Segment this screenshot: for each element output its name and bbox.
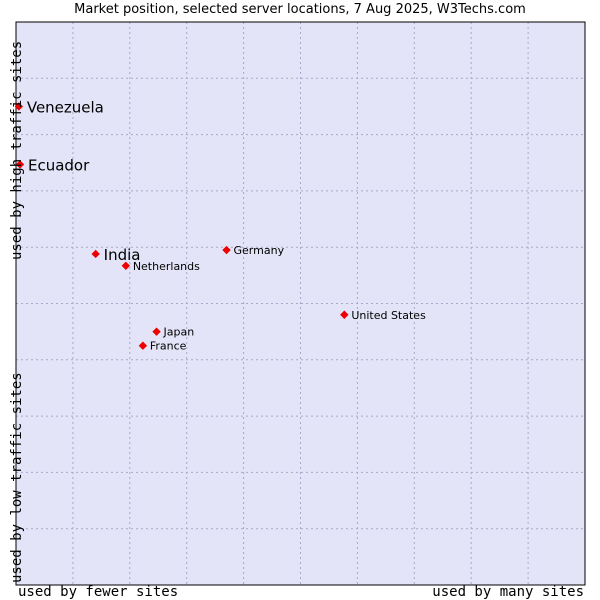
point-label: France — [150, 340, 187, 353]
y-axis-label-low: used by low traffic sites — [9, 372, 25, 583]
point-netherlands: Netherlands — [121, 260, 200, 273]
point-marker — [121, 261, 131, 270]
point-marker — [91, 249, 100, 259]
point-label: Germany — [234, 244, 285, 257]
point-label: United States — [351, 309, 426, 322]
x-axis-label-low: used by fewer sites — [18, 584, 179, 600]
point-germany: Germany — [222, 244, 285, 257]
point-label: India — [104, 246, 141, 264]
point-france: France — [138, 340, 187, 353]
point-marker — [138, 341, 148, 350]
point-united-states: United States — [340, 309, 426, 322]
point-india: India — [91, 246, 140, 264]
point-marker — [222, 245, 231, 255]
x-axis-label-high: used by many sites — [432, 584, 584, 600]
point-marker — [15, 160, 25, 169]
chart-title: Market position, selected server locatio… — [74, 2, 526, 17]
point-marker — [152, 327, 161, 336]
point-label: Japan — [163, 326, 195, 339]
point-label: Ecuador — [28, 156, 90, 174]
point-label: Venezuela — [27, 98, 104, 116]
plot-frame — [15, 21, 586, 586]
point-label: Netherlands — [133, 260, 200, 273]
grid-lines — [16, 22, 585, 585]
point-marker — [340, 310, 349, 319]
point-venezuela: Venezuela — [14, 98, 104, 116]
point-japan: Japan — [152, 326, 194, 339]
y-axis-label-high: used by high traffic sites — [9, 40, 25, 260]
point-marker — [14, 102, 24, 111]
point-ecuador: Ecuador — [15, 156, 90, 174]
